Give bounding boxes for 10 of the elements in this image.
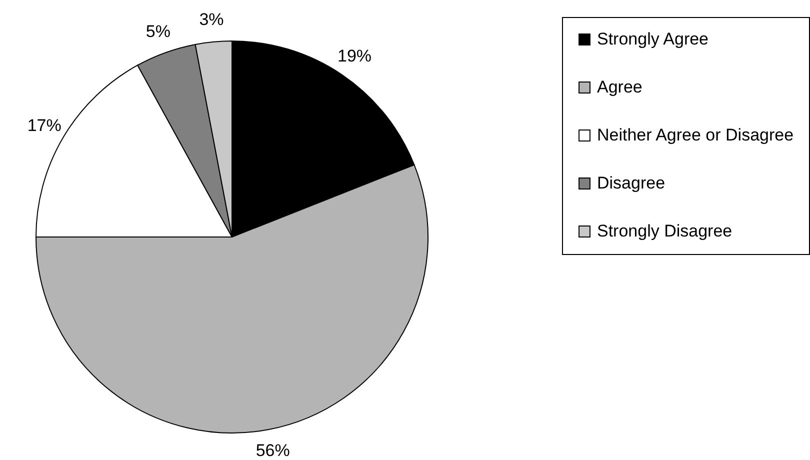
data-label: 17%	[27, 116, 62, 136]
legend-label: Strongly Disagree	[597, 222, 732, 240]
legend-label: Strongly Agree	[597, 30, 709, 48]
legend-label: Agree	[597, 78, 642, 96]
data-label: 19%	[338, 46, 372, 66]
data-label: 5%	[146, 22, 170, 41]
data-label: 3%	[199, 10, 224, 29]
legend-label: Disagree	[597, 174, 666, 192]
legend-label: Neither Agree or Disagree	[597, 126, 794, 144]
data-label: 56%	[256, 441, 290, 460]
